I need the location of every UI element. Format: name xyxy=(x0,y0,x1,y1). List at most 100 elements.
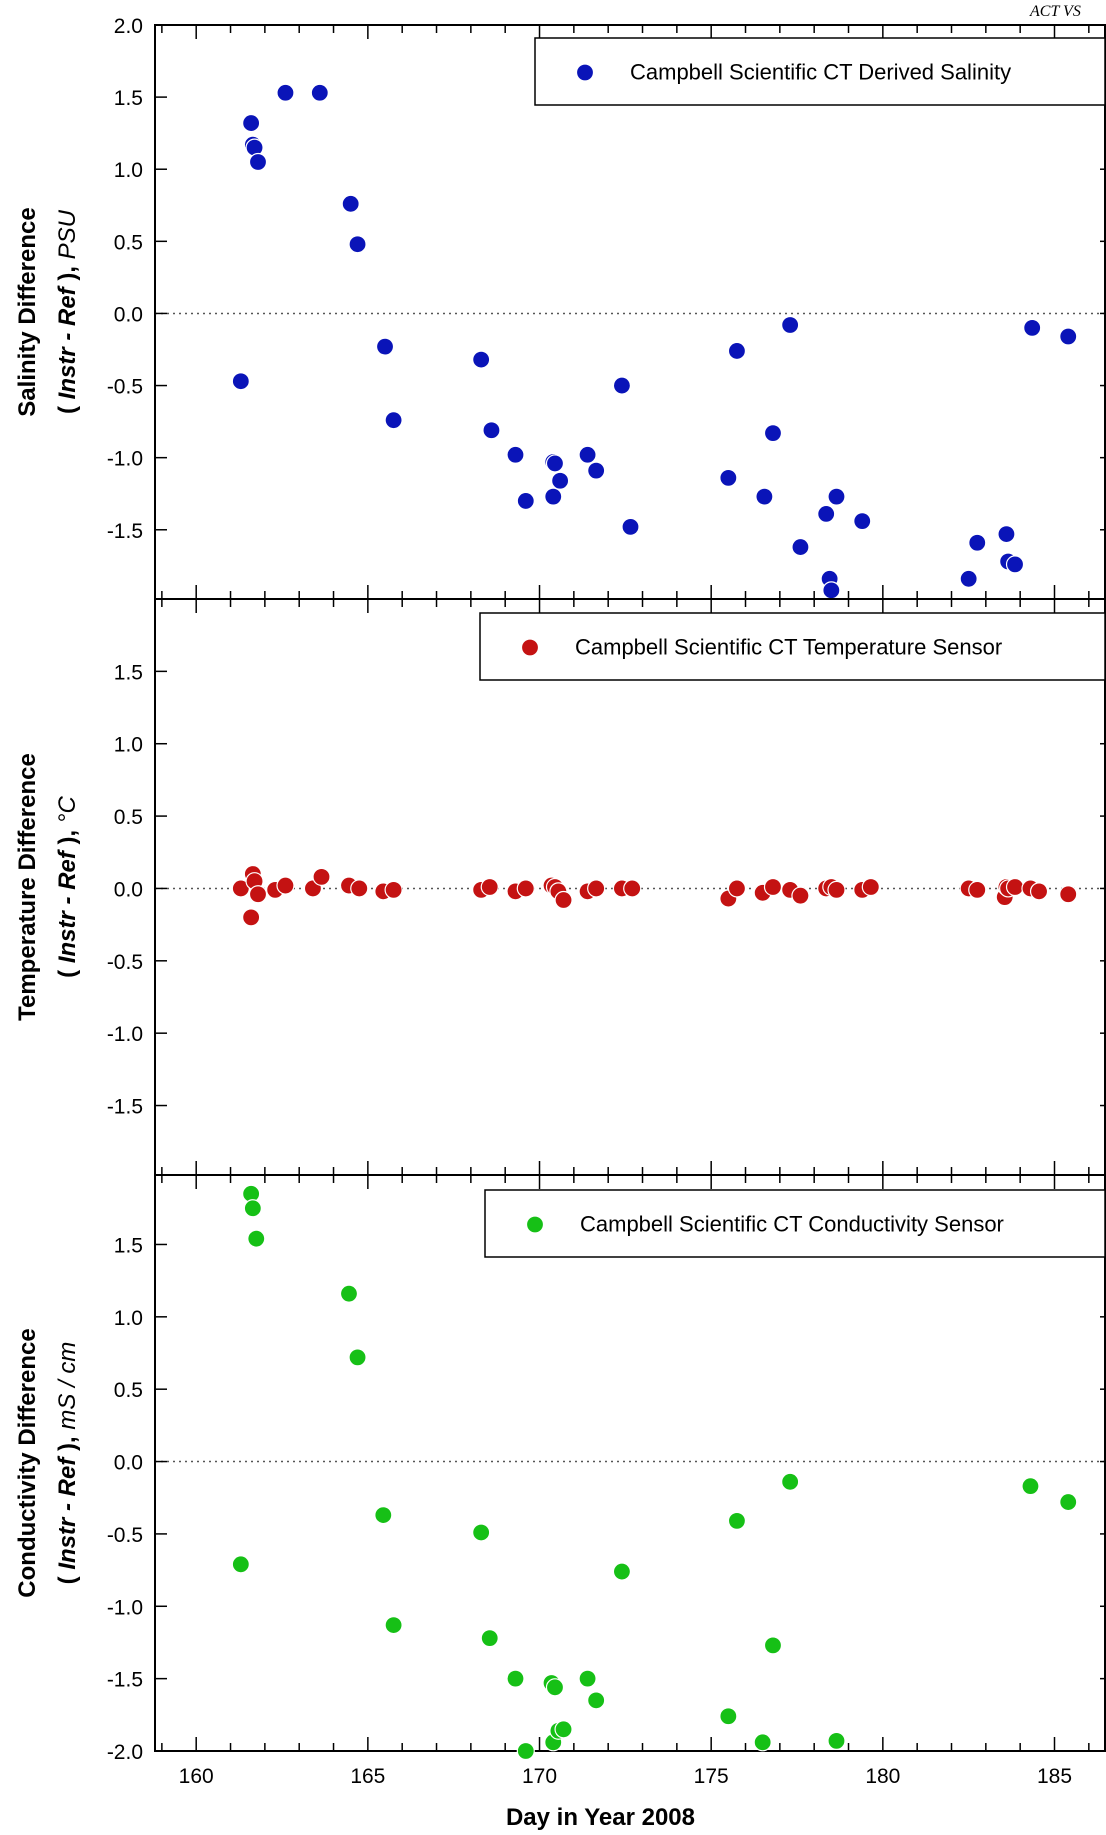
y-tick-label: 0.0 xyxy=(114,1452,143,1475)
data-point xyxy=(753,1733,772,1752)
data-point xyxy=(374,1506,393,1525)
data-point xyxy=(545,1678,565,1697)
y-tick-label: -0.5 xyxy=(107,951,143,974)
data-point xyxy=(791,537,810,557)
x-tick-label: 185 xyxy=(1037,1765,1072,1788)
data-point xyxy=(623,879,642,898)
data-point xyxy=(231,372,250,391)
data-point xyxy=(727,341,747,361)
legend-label: Campbell Scientific CT Derived Salinity xyxy=(630,60,1011,85)
y-tick-label: 0.0 xyxy=(114,878,143,901)
x-tick-label: 170 xyxy=(522,1765,557,1788)
data-point xyxy=(727,1511,747,1530)
data-point xyxy=(242,113,261,133)
data-point xyxy=(276,876,295,895)
data-point xyxy=(1059,885,1078,904)
data-point xyxy=(554,1720,573,1739)
data-point xyxy=(243,1199,262,1218)
data-point xyxy=(719,1707,738,1726)
header-text: ACT VS xyxy=(1029,3,1081,20)
data-point xyxy=(587,1691,606,1710)
data-point xyxy=(312,867,331,886)
data-point xyxy=(727,879,747,898)
data-point xyxy=(1059,327,1078,346)
data-point xyxy=(781,1472,800,1491)
x-tick-label: 180 xyxy=(865,1765,900,1788)
data-point xyxy=(516,1741,535,1761)
x-tick-label: 175 xyxy=(694,1765,729,1788)
y-tick-label: -1.5 xyxy=(107,1669,143,1692)
data-point xyxy=(861,877,880,897)
data-point xyxy=(551,471,570,490)
data-point xyxy=(621,517,640,536)
data-point xyxy=(968,533,987,552)
y-axis-label-line2: ( Instr - Ref ), PSU xyxy=(54,209,81,414)
data-point xyxy=(544,487,563,506)
data-point xyxy=(827,487,846,506)
data-point xyxy=(554,890,573,910)
legend-label: Campbell Scientific CT Conductivity Sens… xyxy=(580,1212,1004,1237)
data-point xyxy=(997,525,1016,544)
x-tick-label: 160 xyxy=(179,1765,214,1788)
data-point xyxy=(248,885,268,904)
legend: Campbell Scientific CT Derived Salinity xyxy=(534,37,1106,106)
data-point xyxy=(612,1562,632,1581)
data-point xyxy=(781,315,800,335)
x-tick-label: 165 xyxy=(350,1765,385,1788)
data-point xyxy=(248,152,268,172)
legend-label: Campbell Scientific CT Temperature Senso… xyxy=(575,635,1002,660)
data-point xyxy=(968,880,987,899)
data-point xyxy=(791,886,810,905)
legend-marker xyxy=(520,638,540,657)
data-point xyxy=(827,1731,846,1750)
y-tick-label: -1.5 xyxy=(107,520,143,543)
y-tick-label: 0.5 xyxy=(114,231,143,254)
data-point xyxy=(1023,318,1042,337)
panel-2: -1.5 -1.0 -0.5 0.0 0.5 1.0 1.5 Temperature Diff… xyxy=(14,598,1106,1176)
data-point xyxy=(480,877,499,897)
data-point xyxy=(755,487,774,506)
data-point xyxy=(1005,555,1025,574)
legend-marker xyxy=(525,1215,545,1234)
legend-box xyxy=(484,1189,1106,1258)
data-point xyxy=(822,581,841,600)
data-point xyxy=(612,376,632,395)
y-axis-label-line1: Salinity Difference xyxy=(14,207,41,416)
y-tick-label: 0.5 xyxy=(114,806,143,829)
data-point xyxy=(310,83,329,102)
data-point xyxy=(1059,1492,1078,1512)
data-point xyxy=(472,350,491,369)
data-point xyxy=(339,1284,359,1303)
y-tick-label: 1.0 xyxy=(114,734,143,757)
data-point xyxy=(482,421,501,440)
y-tick-label: 0.0 xyxy=(114,303,143,326)
data-point xyxy=(587,461,606,480)
data-point xyxy=(516,491,535,511)
y-tick-label: -1.0 xyxy=(107,1596,143,1619)
data-point xyxy=(231,1555,250,1574)
y-tick-label: 1.5 xyxy=(114,661,143,684)
y-axis-label-line2: ( Instr - Ref ), °C xyxy=(54,796,81,978)
y-tick-label: 1.5 xyxy=(114,87,143,110)
panels: -1.5 -1.0 -0.5 0.0 0.5 1.0 1.5 2.0 Salinity Diff… xyxy=(14,15,1106,1831)
plot-frame xyxy=(154,24,1106,600)
data-point xyxy=(1021,1477,1040,1496)
data-point xyxy=(763,1636,783,1655)
data-point xyxy=(276,83,295,102)
data-point xyxy=(545,454,565,473)
data-point xyxy=(348,1348,367,1367)
data-point xyxy=(827,880,846,899)
data-point xyxy=(817,504,836,524)
panel-3: -2.0 -1.5 -1.0 -0.5 0.0 0.5 1.0 1.5 160 165 170 175… xyxy=(14,1174,1106,1831)
data-point xyxy=(480,1629,499,1648)
data-point xyxy=(242,908,261,927)
data-point xyxy=(516,879,535,898)
y-tick-label: -2.0 xyxy=(107,1741,143,1764)
x-axis-label: Day in Year 2008 xyxy=(506,1804,695,1831)
panel-1: -1.5 -1.0 -0.5 0.0 0.5 1.0 1.5 2.0 Salinity Diff… xyxy=(14,15,1106,600)
data-point xyxy=(506,445,525,464)
y-tick-label: 2.0 xyxy=(114,15,143,38)
data-point xyxy=(578,1669,597,1688)
data-point xyxy=(375,337,395,356)
